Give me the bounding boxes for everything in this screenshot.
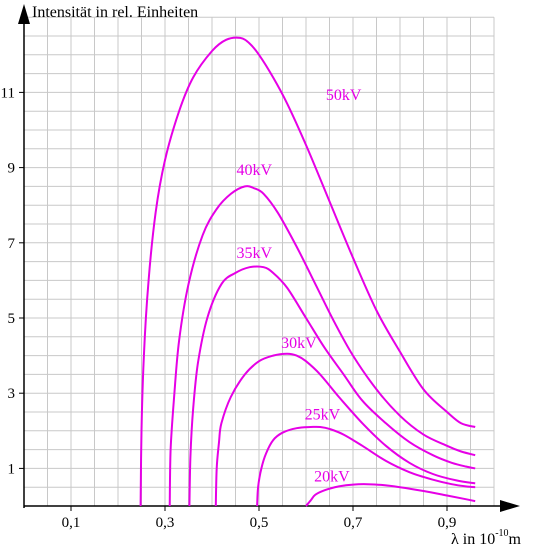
y-tick-label: 11 — [1, 85, 15, 101]
x-axis-label-prefix: λ in 10 — [451, 531, 495, 546]
y-tick-label: 5 — [8, 311, 16, 327]
series-label-40kV: 40kV — [237, 162, 273, 179]
grid — [24, 16, 495, 506]
series-label-25kV: 25kV — [305, 407, 341, 424]
y-tick-label: 1 — [8, 461, 16, 477]
y-ticks: 1 3 5 7 9 11 — [1, 85, 24, 477]
x-tick-label: 0,1 — [62, 515, 81, 531]
x-tick-label: 0,5 — [250, 515, 269, 531]
y-axis-arrow — [18, 4, 30, 24]
series-label-35kV: 35kV — [237, 245, 273, 262]
x-axis-label-exponent: -10 — [495, 528, 508, 539]
y-axis-label: Intensität in rel. Einheiten — [32, 4, 198, 21]
series-labels: 50kV 40kV 35kV 30kV 25kV 20kV — [237, 87, 362, 486]
x-tick-label: 0,3 — [156, 515, 175, 531]
series-line-40kV — [168, 185, 476, 507]
series-line-20kV — [305, 483, 476, 507]
series-line-25kV — [256, 425, 476, 507]
series-line-50kV — [139, 36, 476, 507]
x-axis-arrow — [500, 500, 520, 512]
axes — [18, 4, 520, 512]
series-label-50kV: 50kV — [326, 87, 362, 104]
series-lines — [139, 36, 476, 507]
x-tick-label: 0,7 — [344, 515, 363, 531]
x-axis-label-unit: m — [509, 531, 522, 546]
series-line-30kV — [214, 352, 476, 507]
x-tick-label: 0,9 — [438, 515, 457, 531]
x-axis-label: λ in 10-10m — [451, 528, 522, 546]
y-tick-label: 9 — [8, 161, 16, 177]
x-ticks: 0,1 0,3 0,5 0,7 0,9 — [62, 506, 457, 531]
series-line-35kV — [188, 265, 476, 507]
y-tick-label: 3 — [8, 386, 16, 402]
series-label-30kV: 30kV — [281, 335, 317, 352]
series-label-20kV: 20kV — [314, 469, 350, 486]
y-tick-label: 7 — [8, 236, 16, 252]
